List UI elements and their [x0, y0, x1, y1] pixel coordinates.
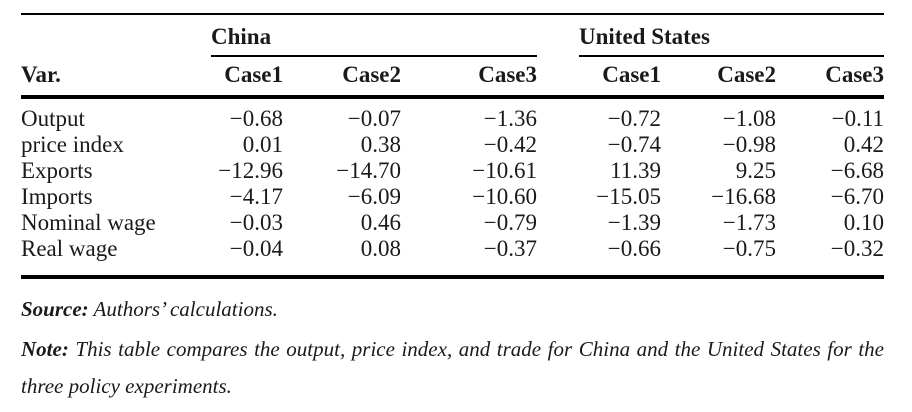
value-cell: −6.68: [830, 158, 885, 183]
value-cell: −10.60: [472, 184, 537, 209]
value-cell: −6.70: [830, 184, 885, 209]
var-column-header: Var.: [21, 56, 211, 99]
value-cell: 0.38: [360, 132, 401, 157]
header-china-case2: Case2: [283, 56, 401, 99]
header-us-case3: Case3: [776, 56, 885, 99]
value-cell: −0.75: [661, 236, 776, 279]
value-cell: 0.08: [283, 236, 401, 279]
value-cell: −1.73: [722, 210, 776, 235]
value-cell: −1.08: [722, 106, 776, 131]
gap-cell: [537, 184, 579, 210]
value-cell: −0.79: [483, 210, 537, 235]
value-cell: −16.68: [711, 184, 776, 209]
var-cell: Exports: [21, 158, 93, 183]
source-text: Authors’ calculations.: [93, 297, 278, 321]
gap-cell: [537, 158, 579, 184]
column-group-china: China: [211, 14, 537, 57]
value-cell: −1.39: [607, 210, 661, 235]
value-cell: 0.01: [242, 132, 283, 157]
gap-cell: [537, 210, 579, 236]
note-text: This table compares the output, price in…: [21, 337, 885, 398]
source-label: Source:: [21, 297, 89, 321]
value-cell: −10.61: [472, 158, 537, 183]
value-cell: 0.42: [843, 132, 885, 157]
table-row-real-wage: Real wage −0.04 0.08 −0.37 −0.66 −0.75 −…: [21, 236, 885, 279]
gap-cell: [537, 236, 579, 279]
value-cell: −1.36: [483, 106, 537, 131]
group-header-spacer-mid: [537, 14, 579, 56]
value-cell: −0.68: [229, 106, 283, 131]
value-cell: 0.10: [843, 210, 885, 235]
value-cell: −0.42: [483, 132, 537, 157]
column-group-united-states: United States: [579, 14, 885, 57]
header-china-case3: Case3: [401, 56, 537, 99]
table-footnotes: Source: Authors’ calculations. Note: Thi…: [21, 294, 884, 405]
header-gap: [537, 56, 579, 99]
value-cell: −0.07: [347, 106, 401, 131]
group-header-row: China United States: [21, 14, 885, 57]
gap-cell: [537, 97, 579, 132]
value-cell: −4.17: [229, 184, 283, 209]
var-cell: Nominal wage: [21, 210, 156, 235]
value-cell: −0.37: [401, 236, 537, 279]
header-us-case1: Case1: [579, 56, 661, 99]
value-cell: 11.39: [610, 158, 661, 183]
value-cell: −0.11: [831, 106, 885, 131]
var-cell: Output: [21, 106, 85, 131]
value-cell: −6.09: [347, 184, 401, 209]
value-cell: −0.98: [722, 132, 776, 157]
value-cell: 9.25: [735, 158, 776, 183]
table-row-exports: Exports −12.96 −14.70 −10.61 11.39 9.25 …: [21, 158, 884, 184]
value-cell: −0.04: [211, 236, 283, 279]
value-cell: −0.66: [579, 236, 661, 279]
table-row-price-index: price index 0.01 0.38 −0.42 −0.74 −0.98 …: [21, 132, 884, 158]
var-cell: Imports: [21, 184, 93, 209]
note-line: Note: This table compares the output, pr…: [21, 331, 884, 405]
source-line: Source: Authors’ calculations.: [21, 294, 884, 324]
results-table: China United States Var. Case1 Case2 Cas…: [21, 13, 885, 279]
value-cell: −12.96: [218, 158, 283, 183]
group-header-spacer-left: [21, 14, 211, 56]
case-header-row: Var. Case1 Case2 Case3 Case1 Case2 Case3: [21, 56, 885, 99]
table-row-output: Output −0.68 −0.07 −1.36 −0.72 −1.08 −0.…: [21, 97, 884, 132]
value-cell: −0.32: [776, 236, 885, 279]
table-row-imports: Imports −4.17 −6.09 −10.60 −15.05 −16.68…: [21, 184, 884, 210]
var-cell: price index: [21, 132, 124, 157]
value-cell: −0.03: [229, 210, 283, 235]
table-row-nominal-wage: Nominal wage −0.03 0.46 −0.79 −1.39 −1.7…: [21, 210, 884, 236]
gap-cell: [537, 132, 579, 158]
value-cell: −0.74: [607, 132, 661, 157]
value-cell: −0.72: [607, 106, 661, 131]
note-label: Note:: [21, 337, 69, 361]
value-cell: 0.46: [360, 210, 401, 235]
header-china-case1: Case1: [211, 56, 283, 99]
header-us-case2: Case2: [661, 56, 776, 99]
value-cell: −14.70: [336, 158, 401, 183]
value-cell: −15.05: [596, 184, 661, 209]
var-cell: Real wage: [21, 236, 211, 279]
